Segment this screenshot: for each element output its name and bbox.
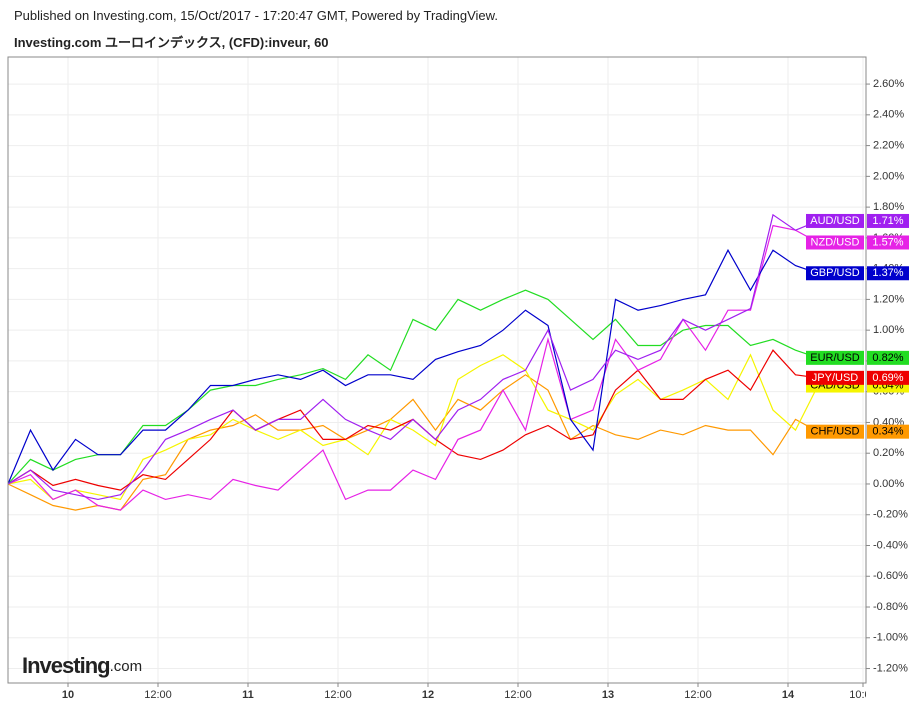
y-tick-label: -1.00%	[873, 632, 908, 644]
legend-swatch	[806, 424, 864, 439]
x-tick-label: 12:00	[324, 689, 352, 701]
grid	[8, 57, 866, 683]
legend-label: EUR/USD	[810, 352, 860, 364]
series-line	[7, 213, 819, 501]
y-tick-label: 2.60%	[873, 78, 904, 90]
last-value-label: 0.82%	[872, 352, 903, 364]
y-tick-label: 2.00%	[873, 170, 904, 182]
logo: Investing.com	[22, 653, 142, 678]
y-tick-label: -0.20%	[873, 509, 908, 521]
y-tick-label: -1.20%	[873, 662, 908, 674]
x-tick-label: 10	[62, 689, 74, 701]
x-tick-label: 10:00	[849, 689, 877, 701]
last-value-box	[867, 235, 909, 250]
last-value-labels: CHF/USD 0.34%CAD/USD 0.64%JPY/USD 0.69%EUR/…	[806, 213, 909, 439]
y-tick-label: 0.00%	[873, 478, 904, 490]
last-value-label: 1.37%	[872, 267, 903, 279]
legend-label: GBP/USD	[810, 267, 860, 279]
y-tick-label: 2.20%	[873, 139, 904, 151]
x-tick-label: 12:00	[144, 689, 172, 701]
last-value-box	[867, 370, 909, 385]
published-line: Published on Investing.com, 15/Oct/2017 …	[14, 8, 498, 23]
legend-label: CHF/USD	[811, 426, 860, 438]
last-value-label: 1.57%	[872, 236, 903, 248]
series-line	[7, 248, 819, 485]
x-tick-label: 13	[602, 689, 614, 701]
x-tick-label: 12	[422, 689, 434, 701]
last-value-box	[867, 350, 909, 365]
last-value-label: 1.71%	[872, 215, 903, 227]
last-value-label: 0.69%	[872, 372, 903, 384]
y-tick-label: 0.20%	[873, 447, 904, 459]
series-line	[7, 289, 819, 485]
y-tick-label: 1.80%	[873, 201, 904, 213]
y-tick-label: -0.40%	[873, 539, 908, 551]
last-value-label: 0.34%	[872, 426, 903, 438]
legend-swatch	[806, 266, 864, 281]
x-axis-labels: 10 12:00 11 12:00 12 12:00 13 12:00 14 10:00	[62, 683, 877, 701]
series-line	[7, 374, 819, 511]
legend-label: JPY/USD	[812, 372, 859, 384]
last-value-box	[867, 266, 909, 281]
logo-suffix: .com	[110, 658, 143, 675]
last-value-box	[867, 424, 909, 439]
lines	[7, 213, 819, 511]
series-line	[7, 353, 819, 501]
last-value-box	[867, 213, 909, 228]
legend-label: NZD/USD	[811, 236, 860, 248]
legend-swatch	[806, 370, 864, 385]
y-tick-label: 2.40%	[873, 109, 904, 121]
legend-swatch	[806, 235, 864, 250]
x-tick-label: 12:00	[684, 689, 712, 701]
y-tick-label: 1.00%	[873, 324, 904, 336]
x-tick-label: 11	[242, 689, 254, 701]
y-tick-label: -0.60%	[873, 570, 908, 582]
y-tick-label: 1.20%	[873, 293, 904, 305]
legend-swatch	[806, 213, 864, 228]
legend-swatch	[806, 350, 864, 365]
chart-header-title: Investing.com ユーロインデックス, (CFD):inveur, 6…	[14, 35, 329, 50]
x-tick-label: 14	[782, 689, 795, 701]
plot-frame	[7, 56, 867, 684]
logo-brand: Investing	[22, 653, 110, 678]
x-tick-label: 12:00	[504, 689, 532, 701]
y-tick-label: -0.80%	[873, 601, 908, 613]
legend-label: AUD/USD	[810, 215, 860, 227]
